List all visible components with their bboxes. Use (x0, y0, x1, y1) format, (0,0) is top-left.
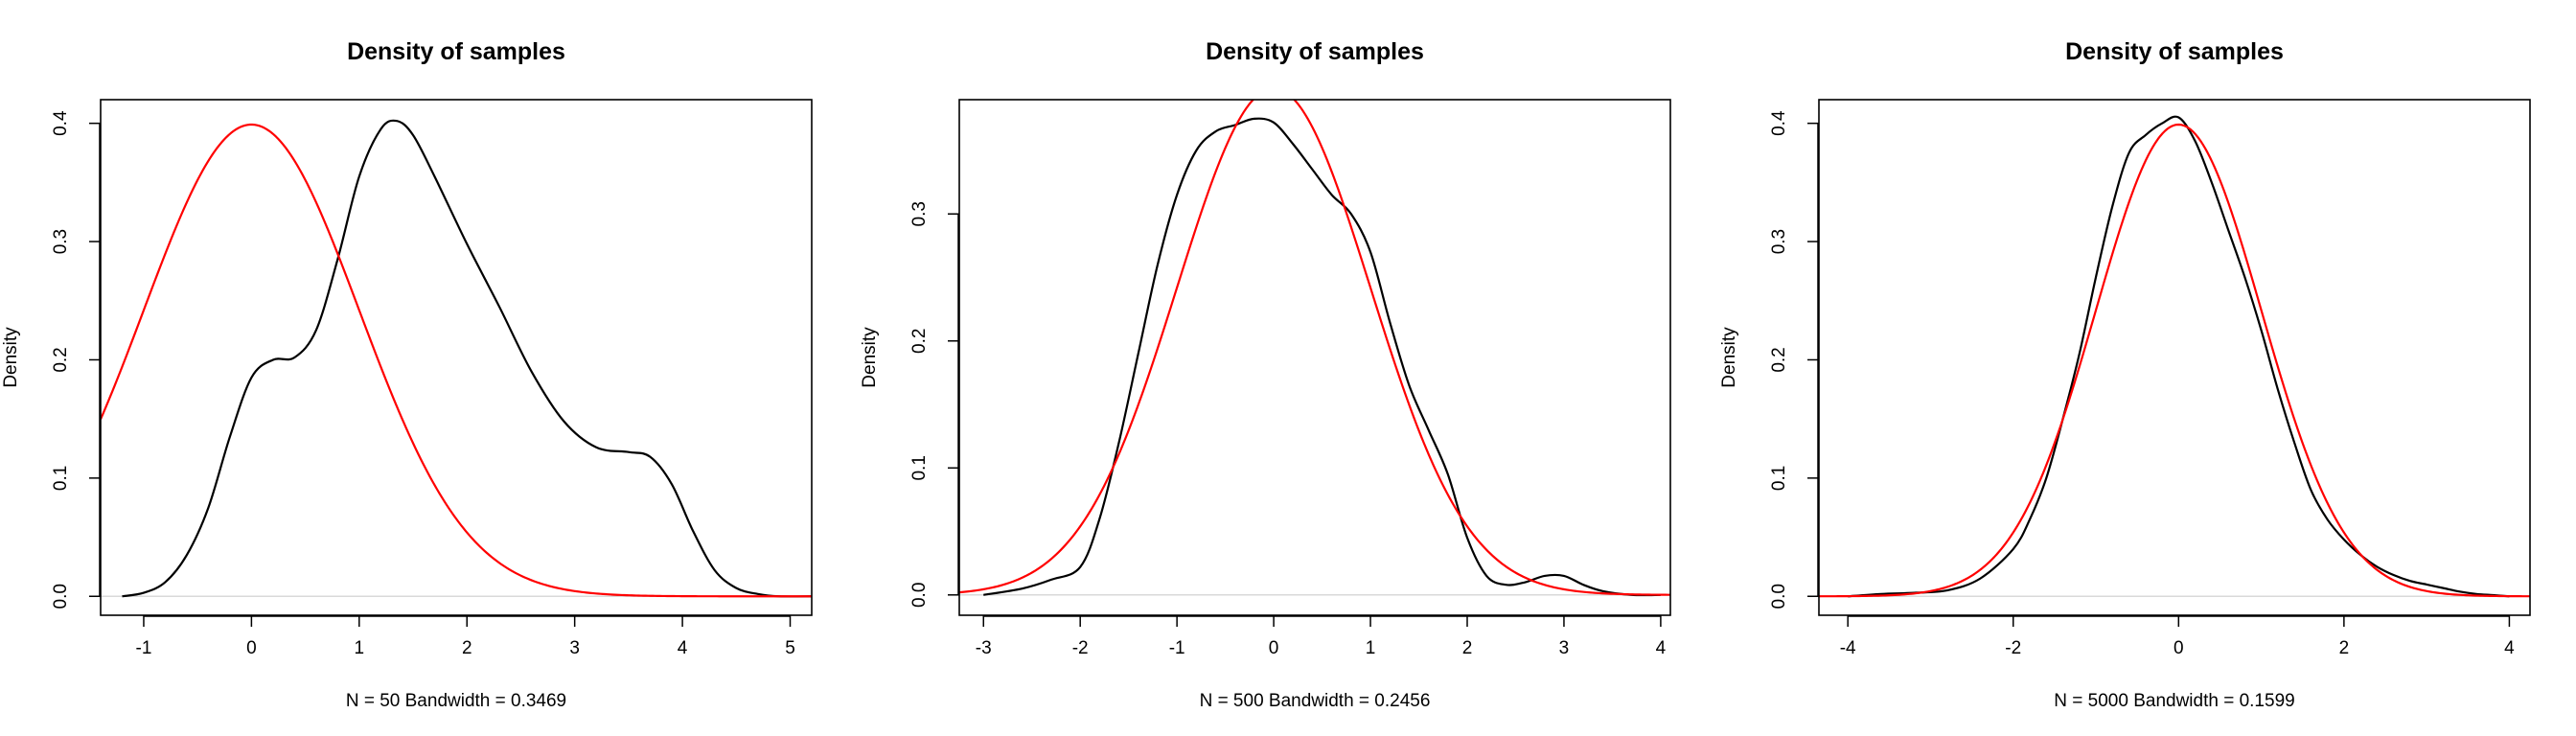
y-tick-label: 0.0 (909, 583, 930, 608)
x-tick-label: -3 (976, 638, 992, 658)
x-axis-label: N = 500 Bandwidth = 0.2456 (1200, 691, 1431, 711)
chart-title: Density of samples (347, 38, 565, 65)
x-tick-label: 4 (2504, 638, 2515, 658)
x-axis-label: N = 5000 Bandwidth = 0.1599 (2054, 691, 2294, 711)
x-axis: -4 -2 0 2 4 (1840, 615, 2515, 658)
y-axis: 0.0 0.1 0.2 0.3 0.4 (51, 110, 101, 609)
y-tick-label: 0.3 (51, 229, 71, 254)
x-tick-label: 0 (1269, 638, 1279, 658)
y-tick-label: 0.4 (51, 110, 71, 136)
y-tick-label: 0.1 (1769, 466, 1789, 491)
x-tick-label: -1 (1169, 638, 1185, 658)
y-tick-label: 0.3 (1769, 229, 1789, 254)
y-axis: 0.0 0.1 0.2 0.3 0.4 (1769, 110, 1819, 609)
normal-density-curve (959, 100, 1670, 596)
x-tick-label: 3 (1559, 638, 1570, 658)
x-tick-label: -2 (1072, 638, 1089, 658)
x-tick-label: 0 (2174, 638, 2184, 658)
y-tick-label: 0.1 (909, 455, 930, 480)
x-tick-label: 0 (246, 638, 257, 658)
x-tick-label: 2 (2339, 638, 2350, 658)
x-tick-label: 4 (1656, 638, 1667, 658)
y-tick-label: 0.2 (1769, 347, 1789, 372)
y-axis-label: Density (1719, 327, 1739, 388)
plot-frame (100, 99, 813, 616)
x-axis-label: N = 50 Bandwidth = 0.3469 (346, 691, 566, 711)
x-tick-label: -2 (2005, 638, 2021, 658)
x-axis: -1 0 1 2 3 4 5 (136, 615, 795, 658)
x-tick-label: 1 (355, 638, 365, 658)
x-tick-label: 3 (569, 638, 580, 658)
panel-1: Density of samples N = 50 Bandwidth = 0.3… (1, 38, 813, 711)
y-tick-label: 0.2 (909, 329, 930, 354)
panel-3: Density of samples N = 5000 Bandwidth = 0… (1719, 38, 2531, 711)
y-axis: 0.0 0.1 0.2 0.3 (909, 201, 959, 608)
y-axis-label: Density (1, 327, 21, 388)
x-tick-label: 2 (462, 638, 472, 658)
x-tick-label: 5 (785, 638, 795, 658)
y-tick-label: 0.3 (909, 201, 930, 226)
x-tick-label: 1 (1366, 638, 1376, 658)
y-tick-label: 0.0 (51, 584, 71, 609)
x-axis: -3 -2 -1 0 1 2 3 4 (976, 615, 1667, 658)
y-axis-label: Density (860, 327, 880, 388)
y-tick-label: 0.2 (51, 347, 71, 372)
normal-density-curve (101, 123, 812, 598)
x-tick-label: 2 (1462, 638, 1473, 658)
x-tick-label: 4 (678, 638, 688, 658)
sample-density-curve (1848, 115, 2510, 598)
y-tick-label: 0.1 (51, 466, 71, 491)
y-tick-label: 0.4 (1769, 110, 1789, 136)
x-tick-label: -4 (1840, 638, 1856, 658)
y-tick-label: 0.0 (1769, 584, 1789, 609)
plot-frame (1818, 99, 2531, 616)
plot-frame (958, 99, 1671, 616)
chart-title: Density of samples (1206, 38, 1424, 65)
panel-2: Density of samples N = 500 Bandwidth = 0.… (860, 38, 1671, 711)
sample-density-curve (122, 119, 812, 598)
normal-density-curve (1819, 123, 2530, 598)
sample-density-curve (983, 117, 1661, 597)
chart-title: Density of samples (2065, 38, 2284, 65)
x-tick-label: -1 (136, 638, 152, 658)
